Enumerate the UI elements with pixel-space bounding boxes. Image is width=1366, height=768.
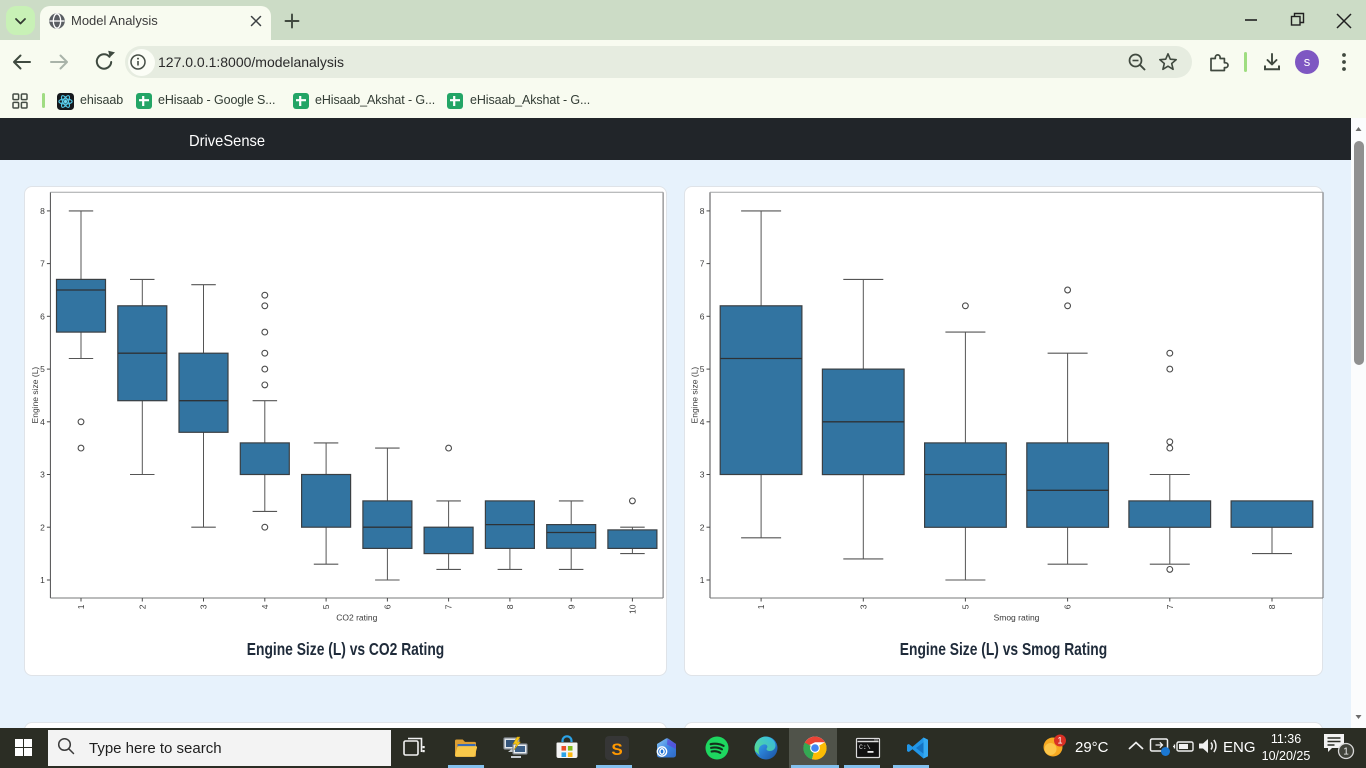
svg-text:5: 5 — [321, 604, 331, 609]
svg-text:6: 6 — [383, 604, 393, 609]
svg-text:1: 1 — [76, 604, 86, 609]
svg-text:4: 4 — [40, 417, 45, 427]
svg-text:1: 1 — [700, 575, 705, 585]
svg-text:2: 2 — [700, 522, 705, 532]
svg-text:8: 8 — [40, 206, 45, 216]
svg-text:CO2 rating: CO2 rating — [336, 613, 377, 623]
svg-text:1: 1 — [1057, 736, 1062, 746]
svg-text:3: 3 — [700, 470, 705, 480]
svg-text:1: 1 — [1343, 747, 1349, 758]
svg-text:7: 7 — [700, 259, 705, 269]
svg-text:7: 7 — [444, 604, 454, 609]
svg-text:C:\: C:\ — [859, 744, 871, 751]
svg-text:5: 5 — [40, 364, 45, 374]
svg-text:3: 3 — [199, 604, 209, 609]
svg-text:6: 6 — [700, 311, 705, 321]
svg-text:6: 6 — [1063, 604, 1073, 609]
svg-text:2: 2 — [40, 522, 45, 532]
svg-text:5: 5 — [961, 604, 971, 609]
svg-text:10: 10 — [628, 604, 638, 614]
svg-text:S: S — [611, 740, 622, 759]
svg-text:4: 4 — [700, 417, 705, 427]
svg-text:9: 9 — [566, 604, 576, 609]
svg-text:7: 7 — [1165, 604, 1175, 609]
svg-text:8: 8 — [700, 206, 705, 216]
svg-text:2: 2 — [137, 604, 147, 609]
svg-text:5: 5 — [700, 364, 705, 374]
svg-text:7: 7 — [40, 259, 45, 269]
svg-text:8: 8 — [505, 604, 515, 609]
svg-text:8: 8 — [1267, 604, 1277, 609]
svg-text:1: 1 — [40, 575, 45, 585]
svg-text:3: 3 — [858, 604, 868, 609]
svg-text:Engine size (L): Engine size (L) — [30, 367, 40, 424]
svg-text:Engine size (L): Engine size (L) — [690, 367, 700, 424]
svg-text:3: 3 — [40, 470, 45, 480]
svg-text:1: 1 — [756, 604, 766, 609]
svg-text:Smog rating: Smog rating — [994, 613, 1040, 623]
svg-text:4: 4 — [260, 604, 270, 609]
svg-text:6: 6 — [40, 311, 45, 321]
